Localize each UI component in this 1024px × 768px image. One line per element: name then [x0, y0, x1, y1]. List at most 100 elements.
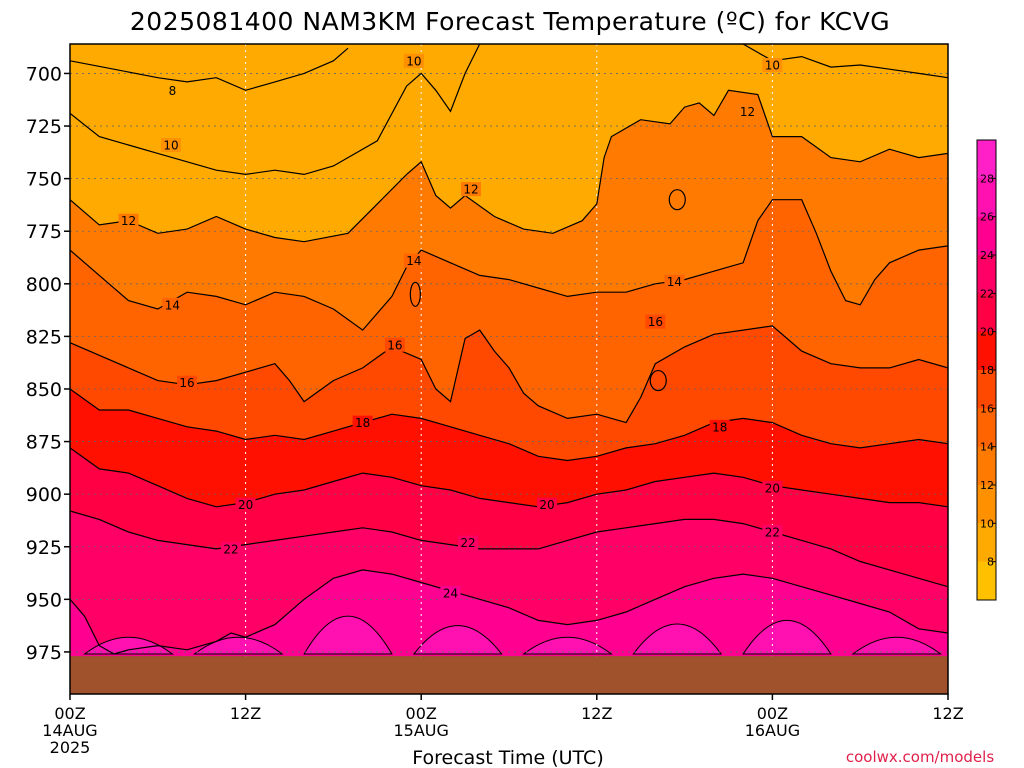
colorbar-segment	[977, 140, 996, 179]
temperature-fill	[70, 44, 948, 694]
y-tick-label: 925	[26, 537, 62, 559]
colorbar-segment	[977, 370, 996, 409]
x-tick-label: 15AUG	[393, 721, 448, 740]
contour-label-bg	[458, 535, 479, 550]
x-tick-label: 12Z	[230, 704, 261, 723]
contour-label: 20	[765, 481, 780, 495]
contour-label: 12	[463, 183, 478, 197]
colorbar-tick-label: 20	[980, 326, 994, 339]
y-tick-label: 950	[26, 589, 62, 611]
colorbar-segment	[977, 408, 996, 448]
colorbar-segment	[977, 178, 996, 218]
contour-label-bg	[177, 375, 198, 390]
y-tick-label: 875	[26, 432, 62, 454]
plot-area: 8 10 10 10 12 12 12 14 14 14 16 16 16 18 18 20 20 20 22 22 2…	[69, 43, 949, 695]
contour-label-bg	[664, 274, 685, 289]
contour-label: 18	[712, 420, 727, 434]
y-tick-label: 700	[26, 63, 62, 85]
plot-border	[69, 43, 949, 695]
y-tick-label: 775	[26, 221, 62, 243]
x-tick-label: 12Z	[581, 704, 612, 723]
isotherm-10	[70, 44, 481, 176]
contour-label-bg	[762, 525, 783, 540]
contour-label: 12	[121, 214, 136, 228]
y-tick-label: 850	[26, 379, 62, 401]
x-tick-label: 00Z	[757, 704, 788, 723]
contour-label-bg	[235, 497, 256, 512]
contour-label-bg	[737, 104, 758, 119]
fill-above-26	[522, 636, 613, 655]
y-tick-label: 825	[26, 326, 62, 348]
isotherm-18	[70, 388, 948, 462]
contour-label-bg	[118, 213, 139, 228]
contour-label: 16	[179, 376, 194, 390]
contour-label-bg	[440, 586, 461, 601]
contour-label: 14	[406, 254, 421, 268]
contour-label-bg	[460, 182, 481, 197]
contour-label-bg	[709, 419, 730, 434]
colorbar-segment	[977, 561, 996, 601]
isotherm-closed-loop	[409, 281, 421, 307]
colorbar-segment	[977, 331, 996, 371]
fill-above-26	[851, 636, 943, 655]
colorbar-tick-label: 18	[980, 364, 994, 377]
colorbar: 8 10 12 14 16 18 20 22 24 26 28	[976, 139, 997, 601]
x-tick-label: 14AUG	[42, 721, 97, 740]
contour-label: 10	[163, 138, 178, 152]
fill-above-26	[303, 615, 393, 655]
y-tick-label: 900	[26, 484, 62, 506]
contour-label-bg	[352, 415, 373, 430]
grid	[70, 44, 948, 694]
contour-label-bg	[220, 541, 241, 556]
colorbar-tick-label: 14	[980, 441, 994, 454]
contour-label: 22	[460, 536, 475, 550]
contour-label: 20	[539, 498, 554, 512]
y-tick-label: 800	[26, 274, 62, 296]
contour-label: 16	[387, 338, 402, 352]
isotherm-22	[70, 510, 948, 588]
ground	[70, 656, 948, 694]
contour-label: 10	[406, 54, 421, 68]
fill-above-26	[412, 625, 503, 655]
fill-above-26	[632, 623, 723, 655]
contour-label: 22	[223, 542, 238, 556]
colorbar-segment	[977, 485, 996, 524]
contour-label: 10	[765, 59, 780, 73]
isotherm-20	[70, 447, 948, 508]
contour-labels: 8 10 10 10 12 12 12 14 14 14 16 16 16 18 18 20 20 20 22 22 2…	[118, 53, 783, 601]
isotherm-closed-loop	[668, 189, 686, 211]
isotherm-16	[70, 325, 948, 424]
contour-label-bg	[403, 53, 424, 68]
contour-label: 18	[355, 416, 370, 430]
colorbar-tick-label: 10	[980, 517, 994, 530]
colorbar-tick-label: 28	[980, 172, 994, 185]
contour-label-bg	[160, 137, 181, 152]
colorbar-tick-label: 8	[987, 556, 994, 569]
contour-label: 22	[765, 526, 780, 540]
contour-label: 14	[667, 275, 682, 289]
contour-label-bg	[384, 337, 405, 352]
x-axis-label: Forecast Time (UTC)	[412, 747, 603, 768]
contour-label-bg	[403, 253, 424, 268]
contour-label-bg	[645, 314, 666, 329]
colorbar-segment	[977, 293, 996, 333]
isotherm-closed-loop	[649, 369, 667, 392]
x-tick-label: 12Z	[932, 704, 963, 723]
colorbar-tick-label: 12	[980, 479, 994, 492]
contour-label-bg	[762, 480, 783, 495]
contour-label-bg	[762, 58, 783, 73]
contour-label: 24	[443, 587, 458, 601]
chart-title: 2025081400 NAM3KM Forecast Temperature (…	[130, 7, 890, 36]
x-tick-label: 00Z	[406, 704, 437, 723]
credit-link[interactable]: coolwx.com/models	[846, 748, 994, 766]
contour-label: 12	[740, 105, 755, 119]
colorbar-tick-label: 24	[980, 249, 994, 262]
x-tick-label: 00Z	[54, 704, 85, 723]
x-tick-label: 16AUG	[745, 721, 800, 740]
x-tick-label: 2025	[50, 738, 91, 757]
ground-surface	[70, 656, 948, 694]
contour-label: 14	[165, 298, 180, 312]
y-axis: 700 725 750 775 800 825 850 875 900 925 950 975	[26, 63, 70, 664]
colorbar-segment	[977, 216, 996, 256]
